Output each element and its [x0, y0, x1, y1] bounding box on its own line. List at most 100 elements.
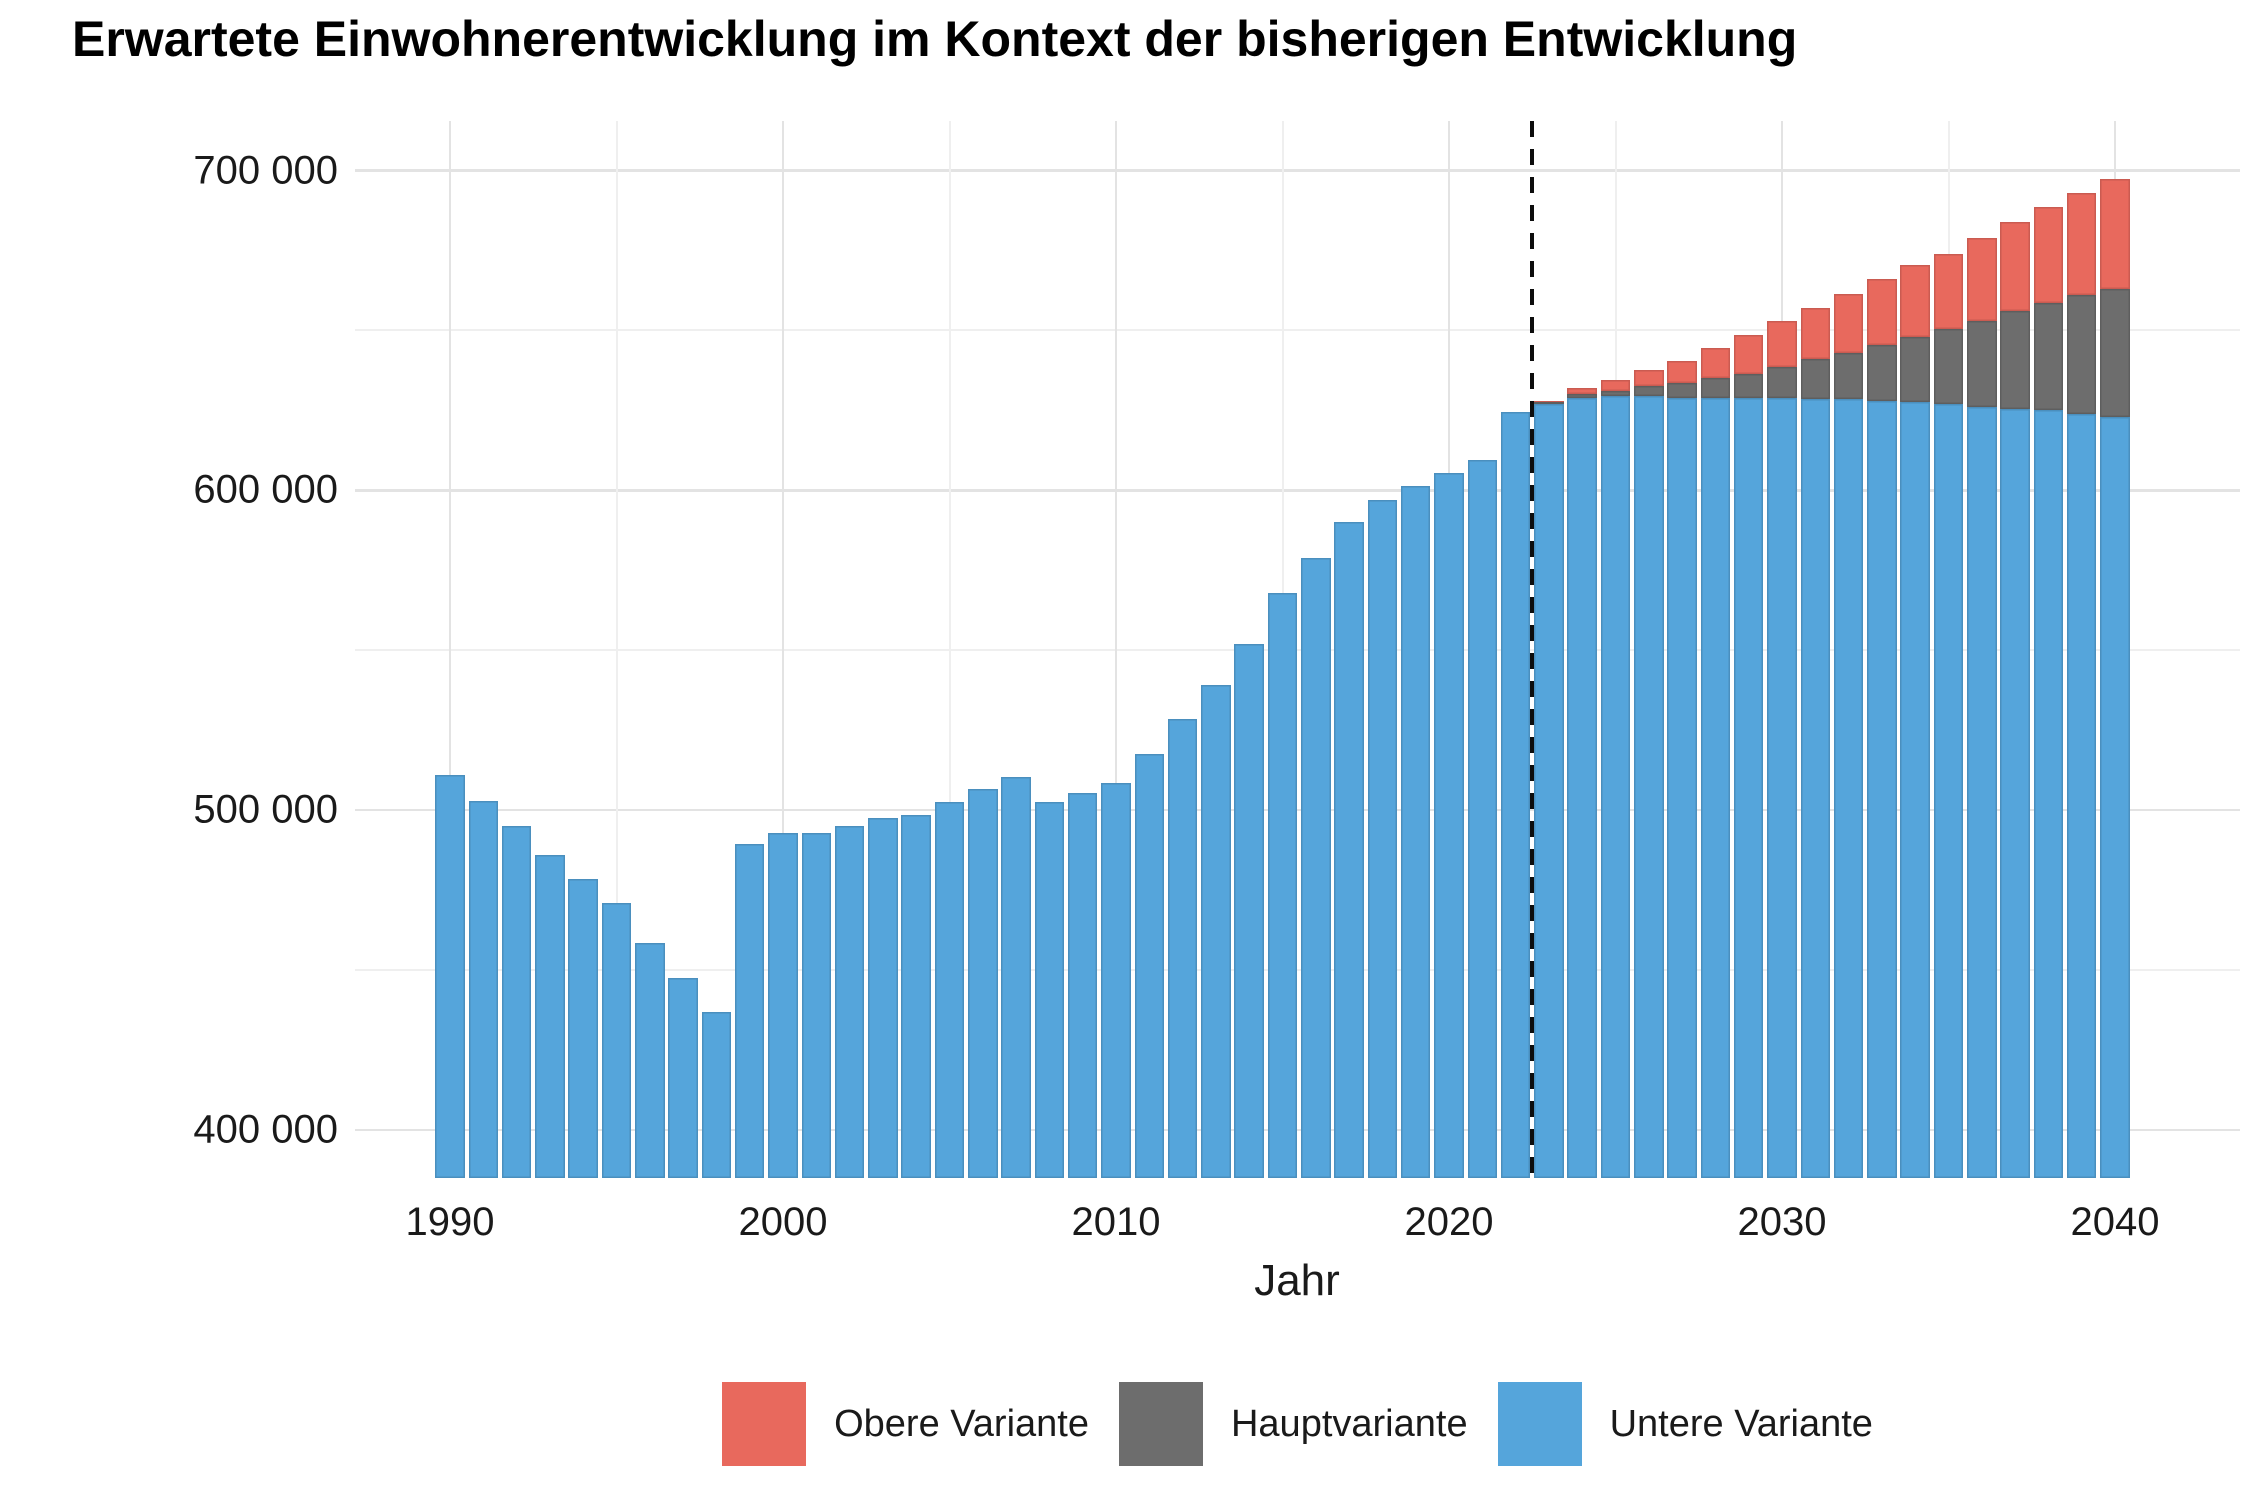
bar-2028: [1700, 121, 1731, 1178]
bar-2004: [901, 121, 931, 1178]
bar-2033: [1867, 121, 1897, 1178]
bar-2017-untere-variante: [1334, 522, 1364, 1178]
bar-2025-hauptvariante: [1600, 391, 1631, 397]
bar-2026-obere-variante: [1634, 370, 1664, 387]
bar-2005-untere-variante: [934, 802, 965, 1178]
bar-2013: [1201, 121, 1231, 1178]
bar-2033-hauptvariante: [1867, 344, 1897, 401]
bar-2007-untere-variante: [1001, 776, 1031, 1178]
y-tick-label-600000: 600 000: [193, 467, 338, 512]
bar-2022-untere-variante: [1500, 412, 1531, 1178]
bar-2034-obere-variante: [1900, 264, 1930, 337]
bar-2002-untere-variante: [834, 826, 865, 1178]
bar-2020: [1434, 121, 1464, 1178]
bar-2032-hauptvariante: [1833, 352, 1864, 400]
bar-2040-obere-variante: [2100, 178, 2130, 289]
bar-2039-untere-variante: [2066, 413, 2097, 1178]
bar-1991: [468, 121, 499, 1178]
x-tick-label-2030: 2030: [1737, 1200, 1827, 1244]
bar-2029-untere-variante: [1733, 397, 1764, 1178]
bar-2015-untere-variante: [1267, 592, 1298, 1178]
bar-2030-untere-variante: [1767, 397, 1797, 1178]
y-gridline-minor-650000: [355, 329, 2240, 332]
bar-2026: [1634, 121, 1664, 1178]
bar-2001: [801, 121, 832, 1178]
chart-title: Erwartete Einwohnerentwicklung im Kontex…: [72, 11, 1798, 67]
x-gridline-major-2000: [781, 121, 785, 1178]
bar-2002: [834, 121, 865, 1178]
x-axis-title: Jahr: [1254, 1256, 1340, 1305]
bar-2006: [968, 121, 998, 1178]
bar-2010-untere-variante: [1101, 783, 1131, 1178]
bar-1999-untere-variante: [734, 843, 765, 1178]
bar-2038: [2033, 121, 2064, 1178]
bar-2031-obere-variante: [1800, 308, 1831, 360]
legend-swatch-untere-variante-icon: [1497, 1382, 1582, 1466]
bar-2019: [1400, 121, 1431, 1178]
bar-2040: [2100, 121, 2130, 1178]
bar-1994: [568, 121, 598, 1178]
bar-2025-untere-variante: [1600, 396, 1631, 1178]
bar-2014-untere-variante: [1234, 643, 1264, 1178]
bar-2027-obere-variante: [1667, 360, 1697, 384]
bar-2023: [1534, 121, 1564, 1178]
bar-2018-untere-variante: [1367, 499, 1398, 1178]
bar-2036: [1967, 121, 1997, 1178]
bar-2029-obere-variante: [1733, 335, 1764, 374]
bar-2011-untere-variante: [1134, 754, 1165, 1178]
x-gridline-minor-1995: [615, 121, 618, 1178]
bar-2000-untere-variante: [768, 832, 798, 1178]
bar-2019-untere-variante: [1400, 485, 1431, 1178]
bar-2039: [2066, 121, 2097, 1178]
legend-label-obere-variante: Obere Variante: [834, 1402, 1089, 1445]
legend-label-hauptvariante: Hauptvariante: [1230, 1402, 1468, 1445]
bar-2033-obere-variante: [1867, 279, 1897, 345]
bar-2034-hauptvariante: [1900, 336, 1930, 403]
bar-1997: [668, 121, 698, 1178]
bar-2039-hauptvariante: [2066, 295, 2097, 414]
bar-2030: [1767, 121, 1797, 1178]
bar-1996-untere-variante: [635, 942, 665, 1178]
bar-1995: [601, 121, 632, 1178]
bar-2034-untere-variante: [1900, 402, 1930, 1178]
bar-2020-untere-variante: [1434, 472, 1464, 1178]
bar-2007: [1001, 121, 1031, 1178]
bar-2028-obere-variante: [1700, 348, 1731, 379]
bar-2036-obere-variante: [1967, 237, 1997, 321]
y-gridline-minor-450000: [355, 969, 2240, 972]
bar-2035-untere-variante: [1933, 404, 1964, 1178]
bar-2013-untere-variante: [1201, 685, 1231, 1178]
bar-2011: [1134, 121, 1165, 1178]
bar-2023-untere-variante: [1534, 404, 1564, 1178]
bar-2024-untere-variante: [1567, 397, 1597, 1178]
bar-1996: [635, 121, 665, 1178]
bar-1993: [535, 121, 565, 1178]
bar-2003: [868, 121, 898, 1178]
legend-item-untere-variante: Untere Variante: [1497, 1382, 1873, 1466]
bar-2032-obere-variante: [1833, 293, 1864, 353]
bar-2036-untere-variante: [1967, 407, 1997, 1178]
bar-2022: [1500, 121, 1531, 1178]
bar-2038-hauptvariante: [2033, 303, 2064, 411]
bar-1993-untere-variante: [535, 854, 565, 1178]
x-tick-label-2010: 2010: [1071, 1200, 1161, 1244]
legend-label-untere-variante: Untere Variante: [1609, 1402, 1873, 1445]
bar-2037-untere-variante: [2000, 408, 2030, 1178]
bar-1995-untere-variante: [601, 902, 632, 1178]
bar-2037-obere-variante: [2000, 221, 2030, 312]
bar-2026-untere-variante: [1634, 396, 1664, 1178]
bar-2028-untere-variante: [1700, 397, 1731, 1178]
legend-swatch-hauptvariante-icon: [1118, 1382, 1203, 1466]
legend-item-obere-variante: Obere Variante: [722, 1382, 1089, 1466]
bar-2016: [1301, 121, 1331, 1178]
bar-2023-hauptvariante: [1534, 402, 1564, 405]
bar-2032-untere-variante: [1833, 399, 1864, 1178]
y-gridline-major-600000: [355, 489, 2240, 492]
bar-2036-hauptvariante: [1967, 320, 1997, 408]
bar-2024-hauptvariante: [1567, 394, 1597, 398]
bar-2009-untere-variante: [1067, 792, 1098, 1178]
bar-2001-untere-variante: [801, 832, 832, 1178]
bar-2008-untere-variante: [1034, 802, 1065, 1178]
bar-2031-hauptvariante: [1800, 359, 1831, 400]
bar-1997-untere-variante: [668, 978, 698, 1178]
